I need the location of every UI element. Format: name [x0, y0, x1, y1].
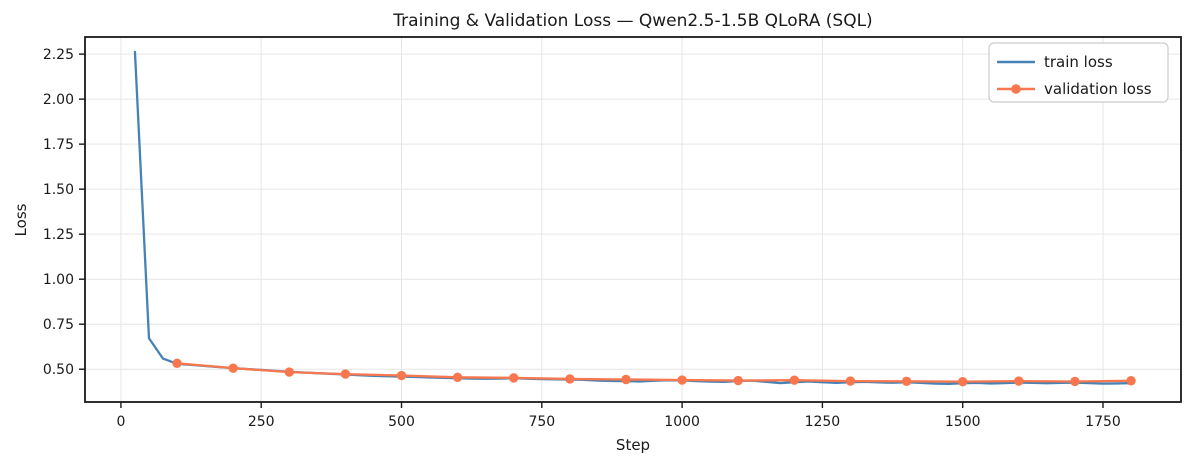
validation-loss-marker	[733, 375, 743, 386]
train-loss-line	[133, 50, 1133, 385]
validation-loss-marker	[621, 374, 631, 385]
y-tick-label: 1.00	[43, 272, 74, 288]
y-tick-label: 1.50	[43, 182, 74, 198]
y-tick-label: 2.25	[43, 47, 74, 63]
validation-loss-line	[175, 362, 1133, 383]
x-tick-label: 1000	[664, 414, 700, 430]
plot-area-border	[84, 36, 1182, 403]
legend-train-label: train loss	[1044, 53, 1113, 71]
validation-loss-marker	[958, 376, 968, 387]
chart-title: Training & Validation Loss — Qwen2.5-1.5…	[392, 11, 872, 31]
x-tick-label: 0	[116, 414, 125, 430]
x-tick-label: 1750	[1085, 414, 1121, 430]
legend-box	[988, 42, 1169, 103]
validation-loss-marker	[452, 372, 463, 383]
validation-loss-marker	[901, 376, 912, 386]
legend-validation-label: validation loss	[1044, 80, 1152, 98]
x-tick-label: 1250	[805, 414, 841, 430]
validation-loss-marker	[1126, 376, 1136, 386]
x-tick-label: 500	[388, 414, 415, 430]
validation-loss-marker	[172, 358, 182, 368]
y-tick-label: 0.75	[43, 317, 74, 333]
gridlines	[85, 37, 1181, 402]
validation-loss-marker	[789, 375, 800, 385]
x-tick-label: 1500	[945, 414, 981, 430]
y-tick-label: 1.25	[43, 227, 74, 243]
validation-loss-marker	[340, 369, 351, 379]
validation-loss-marker	[1070, 376, 1080, 387]
y-tick-label: 2.00	[43, 92, 74, 108]
validation-loss-marker	[565, 374, 575, 384]
validation-loss-marker	[677, 375, 687, 385]
y-tick-label: 1.75	[43, 137, 74, 153]
x-tick-label: 750	[528, 414, 555, 430]
validation-loss-marker	[396, 370, 407, 381]
validation-loss-marker	[228, 363, 238, 373]
series-layer	[133, 50, 1136, 387]
legend-validation-marker	[1011, 84, 1021, 94]
x-tick-label: 250	[248, 414, 275, 430]
axis-ticks: 0 250 500 750 1000 1250 1500 1750 0.50 0.75 1.00 1.…	[43, 47, 1121, 430]
legend: train loss validation loss	[988, 42, 1169, 103]
y-axis-label: Loss	[12, 203, 30, 236]
validation-loss-marker	[509, 373, 519, 383]
validation-loss-marker	[284, 367, 294, 377]
y-tick-label: 0.50	[43, 362, 74, 378]
x-axis-label: Step	[616, 436, 650, 454]
validation-loss-marker	[845, 376, 856, 386]
validation-loss-marker	[1014, 376, 1024, 386]
